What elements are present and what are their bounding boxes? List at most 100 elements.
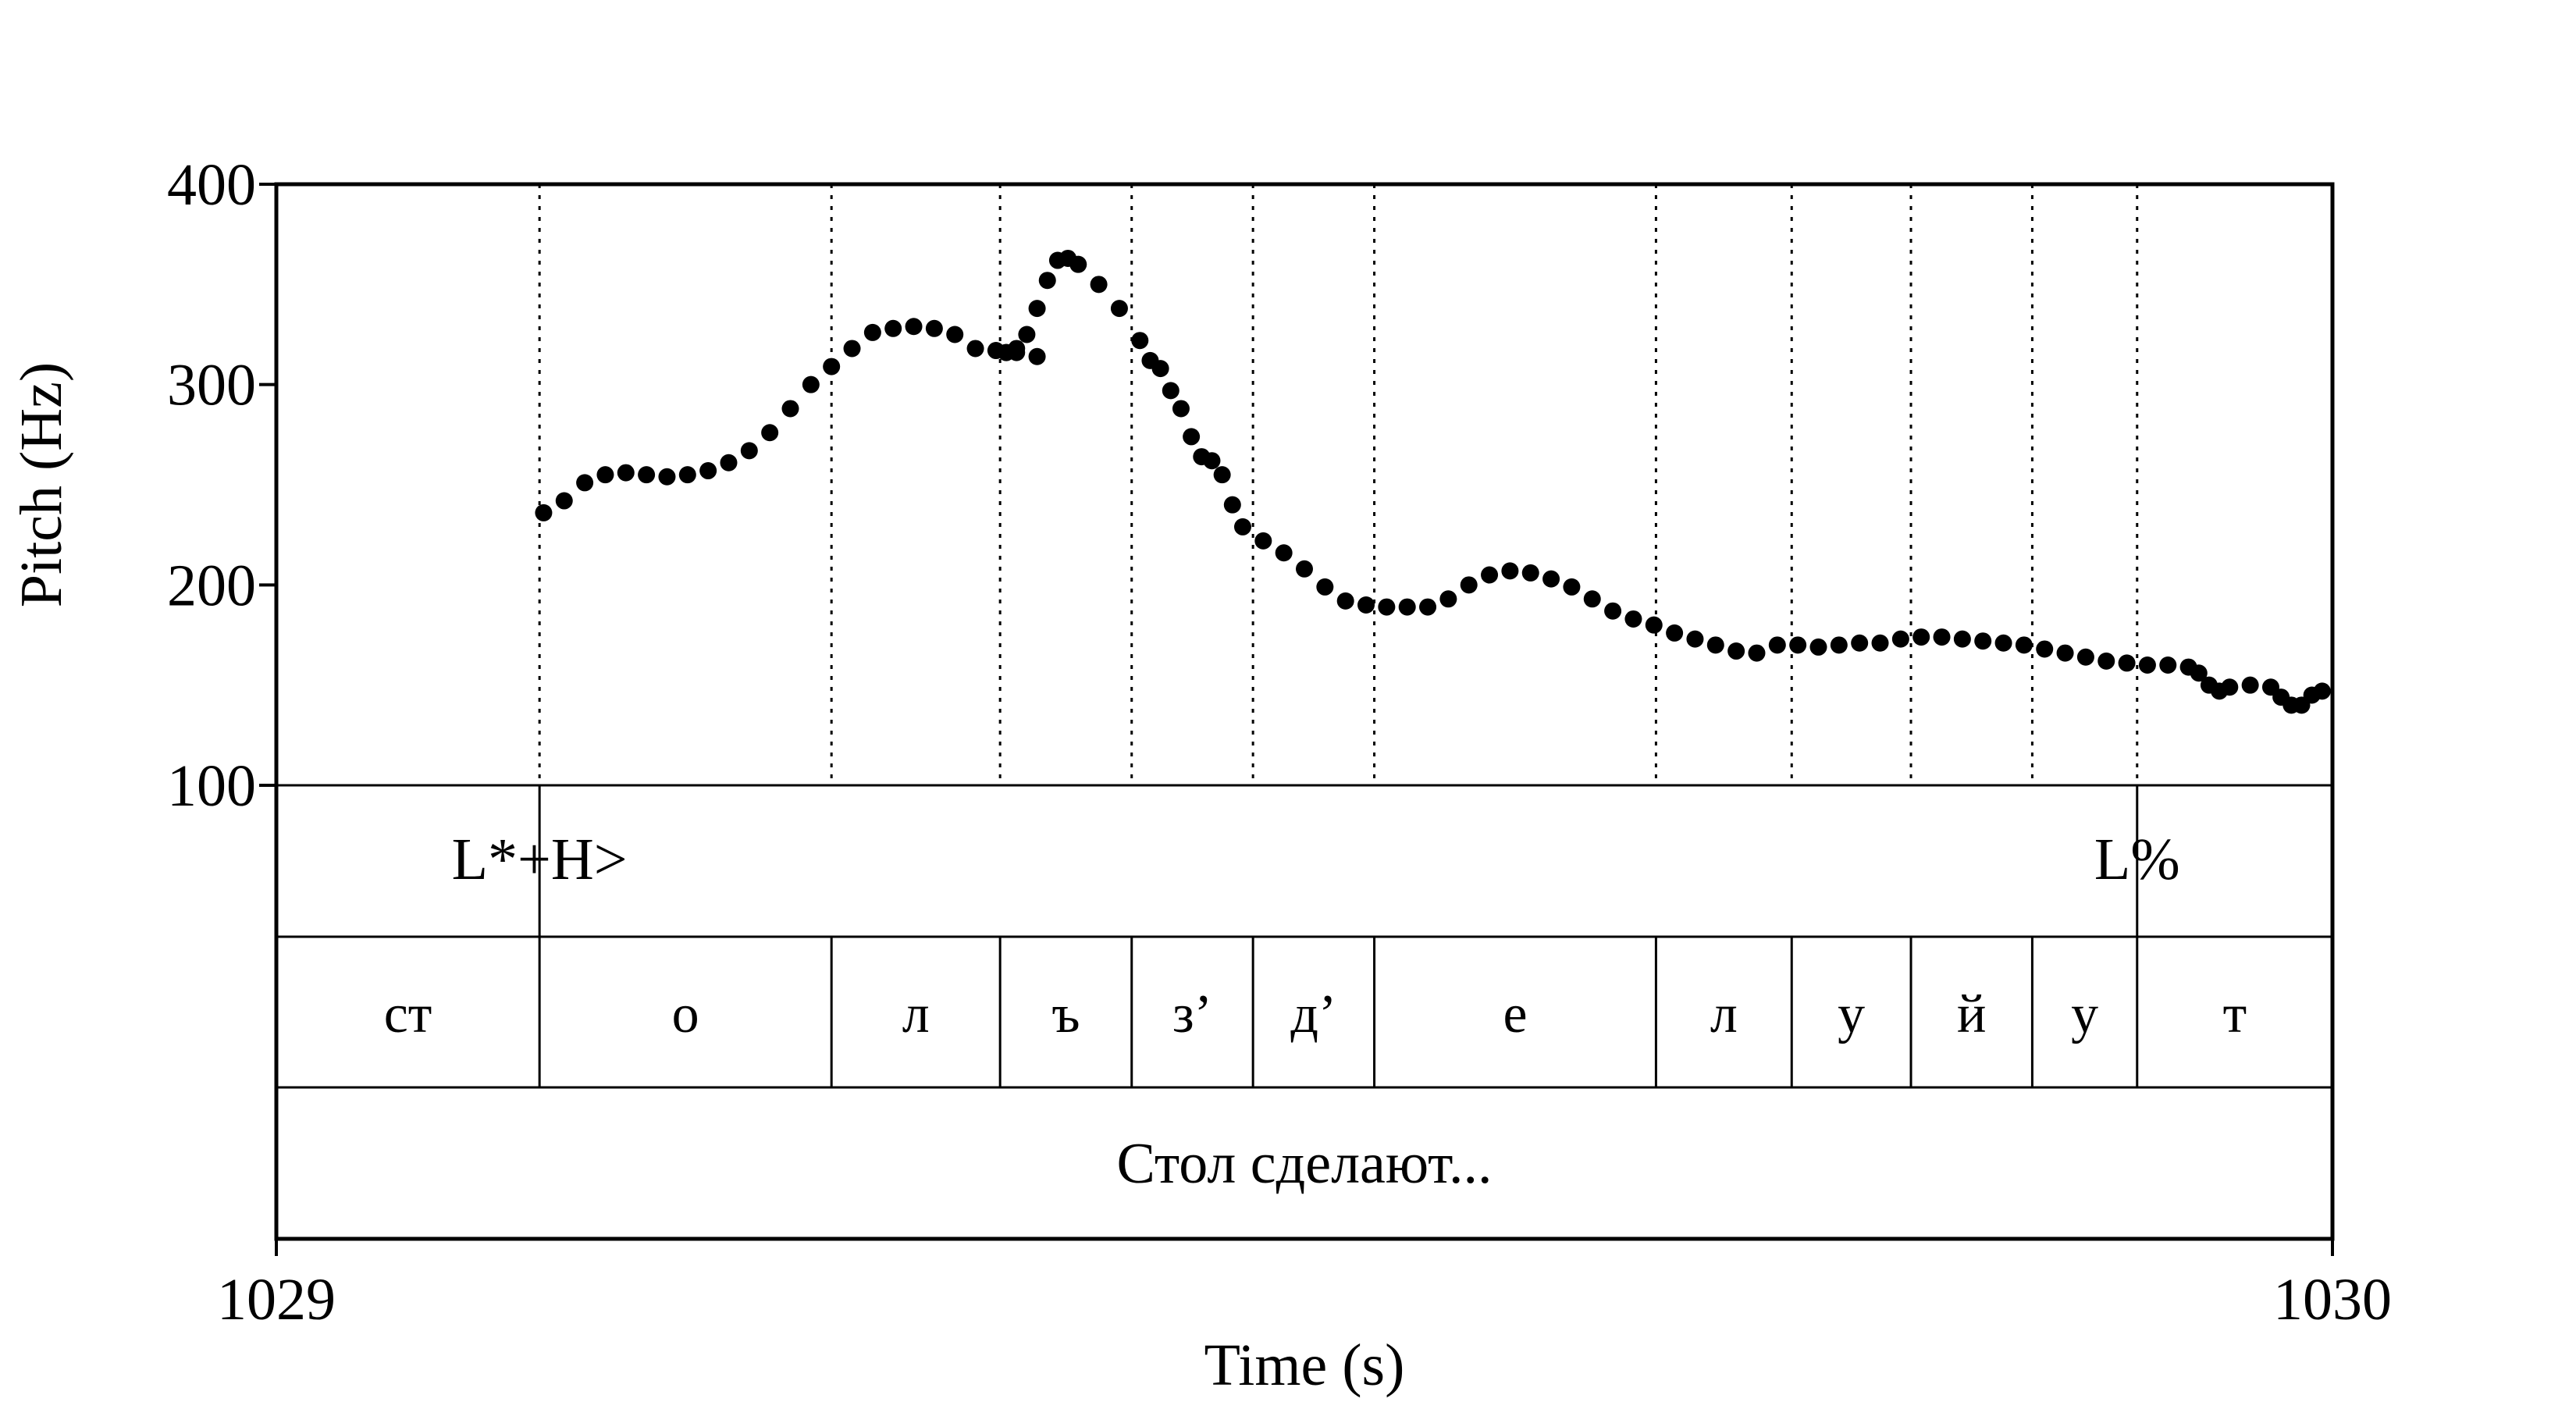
y-tick-label: 100 (167, 753, 256, 819)
pitch-point (1501, 562, 1519, 580)
pitch-point (843, 340, 861, 358)
pitch-point (1645, 616, 1663, 634)
outer-frame (274, 182, 2335, 1241)
pitch-point (1183, 428, 1201, 446)
pitch-point (1542, 570, 1560, 588)
pitch-point (678, 466, 696, 484)
pitch-point (2015, 636, 2033, 654)
pitch-point (1604, 602, 1622, 620)
pitch-point (802, 375, 820, 393)
pitch-point (1419, 598, 1437, 616)
pitch-point (1953, 630, 1971, 648)
pitch-point (1316, 578, 1334, 596)
segment-label: ъ (1051, 984, 1080, 1044)
pitch-point (1357, 596, 1375, 614)
pitch-point (740, 442, 758, 460)
pitch-point (1069, 255, 1087, 273)
pitch-point (1213, 466, 1231, 484)
segment-label: е (1503, 984, 1527, 1044)
pitch-point (823, 358, 841, 375)
pitch-point (1994, 634, 2012, 652)
pitch-point (1563, 578, 1581, 596)
pitch-point (1151, 360, 1169, 378)
y-tick-label: 300 (167, 353, 256, 418)
pitch-point (966, 340, 984, 358)
pitch-point (638, 466, 656, 484)
pitch-point (1851, 634, 1869, 652)
pitch-point (1162, 382, 1179, 400)
plot-frame (274, 182, 2335, 1241)
pitch-point (576, 474, 594, 492)
pitch-point (1809, 638, 1827, 656)
pitch-point (884, 319, 902, 337)
annotation-tiers: L*+H> L% ст о л ъ з’ д’ е л у й у т Стол сделают... (384, 785, 2247, 1196)
pitch-point (1460, 576, 1478, 594)
phrase-label: Стол сделают... (1117, 1132, 1493, 1196)
x-tick-label: 1030 (2273, 1267, 2392, 1333)
pitch-point (2056, 644, 2074, 662)
pitch-point (1439, 590, 1457, 608)
pitch-point (863, 323, 881, 341)
pitch-point (1686, 630, 1704, 648)
pitch-point (1727, 642, 1745, 660)
pitch-point (2118, 654, 2136, 672)
x-tick-label: 1029 (217, 1267, 336, 1333)
pitch-point (658, 468, 676, 486)
pitch-point (1768, 636, 1786, 654)
pitch-point (2221, 678, 2239, 696)
pitch-point (1830, 636, 1848, 654)
pitch-point (761, 424, 779, 442)
pitch-point (1789, 636, 1807, 654)
pitch-point (1233, 518, 1251, 535)
pitch-point (946, 326, 964, 343)
pitch-point (1172, 400, 1190, 418)
pitch-point (1933, 628, 1951, 646)
pitch-point (1974, 632, 1992, 650)
pitch-point (720, 454, 738, 471)
pitch-point (1131, 332, 1149, 350)
pitch-point (905, 318, 923, 336)
pitch-point (1912, 628, 1930, 646)
pitch-point (555, 492, 573, 510)
segment-label: ст (384, 984, 432, 1044)
pitch-point (1666, 624, 1684, 642)
pitch-point (2036, 640, 2054, 658)
segment-label: л (902, 984, 930, 1044)
pitch-point (1481, 566, 1499, 584)
pitch-point (1296, 560, 1313, 578)
pitch-point (925, 319, 943, 337)
segment-label: л (1710, 984, 1738, 1044)
pitch-point (2241, 676, 2259, 694)
pitch-point (1624, 610, 1642, 628)
pitch-point (1336, 592, 1354, 610)
pitch-point (1038, 272, 1056, 290)
pitch-point (1521, 564, 1539, 582)
segment-label: о (672, 984, 699, 1044)
pitch-point (1378, 598, 1396, 616)
tone-label: L*+H> (452, 827, 628, 892)
pitch-point (1398, 598, 1416, 616)
pitch-point (1871, 634, 1889, 652)
segment-label: д’ (1290, 984, 1336, 1044)
pitch-point (1008, 340, 1026, 358)
pitch-point (535, 503, 553, 521)
pitch-point (1706, 636, 1724, 654)
pitch-point (1203, 452, 1221, 470)
pitch-series (535, 249, 2331, 714)
pitch-point (1090, 276, 1108, 294)
pitch-point (1583, 590, 1601, 608)
pitch-point (1018, 326, 1036, 343)
pitch-point (2313, 682, 2331, 700)
pitch-point (1110, 300, 1128, 318)
segment-label: т (2223, 984, 2247, 1044)
pitch-point (1275, 544, 1293, 562)
y-axis-title: Pitch (Hz) (9, 362, 74, 607)
pitch-point (2190, 664, 2208, 682)
segment-label: у (2071, 984, 2098, 1044)
pitch-point (699, 462, 717, 480)
tone-label: L% (2094, 827, 2180, 892)
pitch-point (1748, 644, 1766, 662)
axes: 400 300 200 100 Pitch (Hz) 1029 1030 Time (s) (9, 152, 2392, 1398)
